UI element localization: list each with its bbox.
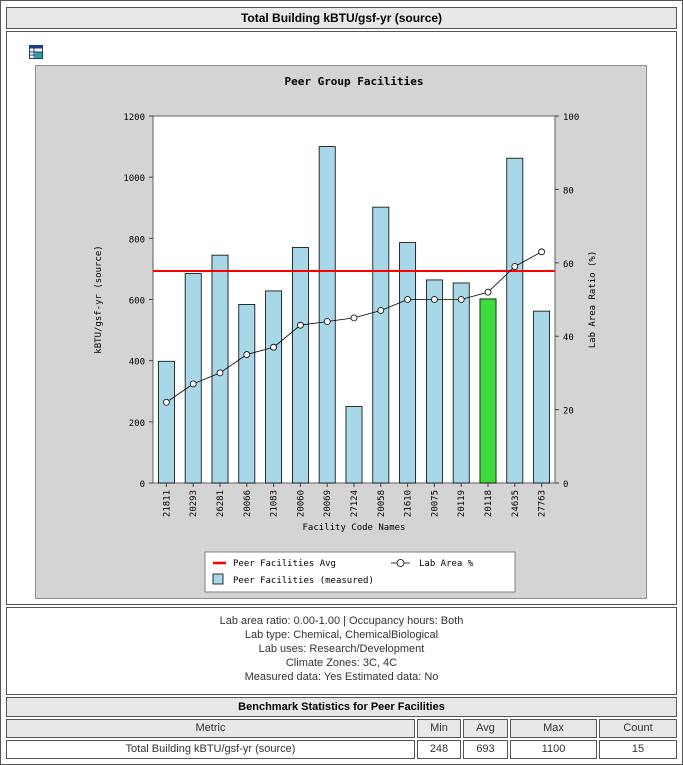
lab-area-point <box>404 296 412 303</box>
lab-area-point <box>350 314 358 322</box>
y2-axis-label: Lab Area Ratio (%) <box>588 251 598 349</box>
x-axis-tick-label: 26281 <box>216 490 226 517</box>
x-axis-tick-label: 27124 <box>350 490 360 517</box>
table-cell-min: 248 <box>417 740 461 759</box>
x-axis-tick-label: 20058 <box>377 490 387 517</box>
y2-axis-tick-label: 60 <box>563 260 574 270</box>
legend-bar-swatch <box>212 573 224 585</box>
x-axis-tick-label: 20293 <box>189 490 199 517</box>
bar <box>345 406 363 484</box>
legend-bar-label: Peer Facilities (measured) <box>233 576 374 586</box>
info-line: Lab type: Chemical, ChemicalBiological <box>244 629 439 641</box>
table-header-max: Max <box>510 719 597 738</box>
x-axis-tick-label: 20118 <box>484 490 494 517</box>
y2-axis-tick-label: 40 <box>563 333 574 343</box>
bar <box>318 146 336 484</box>
y2-axis-tick-label: 20 <box>563 407 574 417</box>
y-axis-tick-label: 800 <box>129 235 145 245</box>
legend-lab-label: Lab Area % <box>419 559 474 569</box>
bar <box>399 242 417 484</box>
info-line: Measured data: Yes Estimated data: No <box>244 671 439 683</box>
bar <box>506 157 524 484</box>
chart-title: Peer Group Facilities <box>284 75 423 88</box>
bar <box>372 206 390 484</box>
bar <box>238 303 256 484</box>
benchmark-title: Benchmark Statistics for Peer Facilities <box>6 697 677 717</box>
bar <box>479 298 497 484</box>
y2-axis-tick-label: 100 <box>563 113 579 123</box>
lab-area-point <box>457 296 465 303</box>
y-axis-tick-label: 600 <box>129 297 145 307</box>
chart-panel: Peer Group Facilities 0 200 400 600 800 1000 12… <box>35 65 647 599</box>
table-cell-metric: Total Building kBTU/gsf-yr (source) <box>6 740 415 759</box>
bar <box>184 273 202 484</box>
filter-info: Lab area ratio: 0.00-1.00 | Occupancy ho… <box>6 607 677 695</box>
y-axis-tick-label: 1000 <box>123 174 145 184</box>
lab-area-point <box>189 380 197 388</box>
lab-area-point <box>243 351 251 358</box>
y-axis-label: kBTU/gsf-yr (source) <box>94 245 104 353</box>
y-axis-tick-label: 200 <box>129 419 145 429</box>
peer-group-chart: Peer Group Facilities0200400600800100012… <box>94 75 598 593</box>
bar <box>157 360 175 484</box>
x-axis-label: Facility Code Names <box>303 523 406 533</box>
x-axis-tick-label: 20060 <box>296 490 306 517</box>
lab-area-point <box>484 288 492 296</box>
page-title: Total Building kBTU/gsf-yr (source) <box>6 7 677 29</box>
info-line: Lab area ratio: 0.00-1.00 | Occupancy ho… <box>219 615 464 627</box>
table-cell-avg: 693 <box>463 740 508 759</box>
spreadsheet-export-icon[interactable] <box>29 45 43 59</box>
lab-area-point <box>270 343 278 351</box>
bar <box>265 290 283 484</box>
bar <box>291 247 309 484</box>
y-axis-tick-label: 0 <box>140 480 145 490</box>
lab-area-point <box>430 296 438 303</box>
legend-box <box>204 551 516 593</box>
lab-area-point <box>162 398 170 406</box>
legend-lab-marker <box>396 559 405 567</box>
y2-axis-tick-label: 80 <box>563 186 574 196</box>
legend-avg-label: Peer Facilities Avg <box>233 559 336 569</box>
lab-area-point <box>296 321 304 329</box>
lab-area-point <box>377 307 385 314</box>
lab-area-point <box>511 263 519 270</box>
x-axis-tick-label: 20069 <box>323 490 333 517</box>
x-axis-tick-label: 24635 <box>511 490 521 517</box>
table-cell-max: 1100 <box>510 740 597 759</box>
table-cell-count: 15 <box>599 740 677 759</box>
info-line: Climate Zones: 3C, 4C <box>285 657 398 669</box>
bar <box>533 310 551 484</box>
y-axis-tick-label: 400 <box>129 358 145 368</box>
x-axis-tick-label: 27763 <box>538 490 548 517</box>
info-line: Lab uses: Research/Development <box>258 643 425 655</box>
x-axis-tick-label: 20066 <box>243 490 253 517</box>
lab-area-point <box>323 318 331 325</box>
x-axis-tick-label: 21083 <box>270 490 280 517</box>
table-header-metric: Metric <box>6 719 415 738</box>
y-axis-tick-label: 1200 <box>123 113 145 123</box>
lab-area-point <box>216 369 224 377</box>
x-axis-tick-label: 21811 <box>162 490 172 517</box>
lab-area-point <box>538 248 546 256</box>
x-axis-tick-label: 20119 <box>457 490 467 517</box>
table-header-min: Min <box>417 719 461 738</box>
table-header-count: Count <box>599 719 677 738</box>
bar <box>452 282 470 484</box>
benchmark-table: Metric Min Avg Max Count Total Building … <box>6 719 677 763</box>
bar <box>425 279 443 484</box>
y2-axis-tick-label: 0 <box>563 480 568 490</box>
table-header-avg: Avg <box>463 719 508 738</box>
x-axis-tick-label: 21610 <box>404 490 414 517</box>
x-axis-tick-label: 20075 <box>430 490 440 517</box>
